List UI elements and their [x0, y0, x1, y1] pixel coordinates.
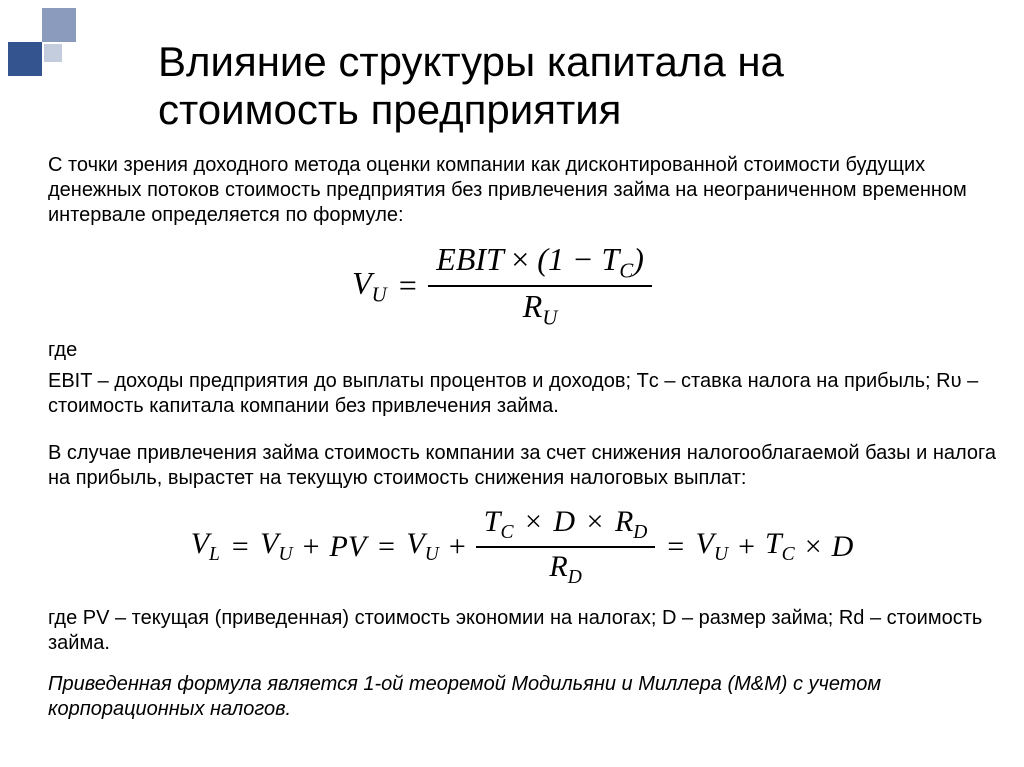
tc-term: TC	[765, 527, 795, 566]
vu-term-2: VU	[406, 527, 438, 566]
definitions-2: где PV – текущая (приведенная) стоимость…	[48, 606, 996, 656]
intro-paragraph: С точки зрения доходного метода оценки к…	[48, 153, 996, 228]
equals-sign: =	[665, 530, 685, 564]
vl-term: VL	[191, 527, 220, 566]
formula-vl-denominator: RD	[541, 548, 589, 588]
decoration-square-small	[44, 44, 62, 62]
equals-sign: =	[230, 530, 250, 564]
vu-term-3: VU	[696, 527, 728, 566]
formula-vu-fraction: EBIT × (1 − TC) RU	[428, 242, 652, 331]
equals-sign: =	[376, 530, 396, 564]
decoration-square-light	[42, 8, 76, 42]
slide-title: Влияние структуры капитала на стоимость …	[158, 38, 996, 135]
formula-vl-numerator: TC × D × RD	[476, 505, 656, 547]
formula-vu-denominator: RU	[515, 287, 566, 330]
pv-term: PV	[330, 530, 367, 564]
plus-sign: +	[738, 530, 755, 564]
slide-content: Влияние структуры капитала на стоимость …	[0, 0, 1024, 748]
plus-sign: +	[449, 530, 466, 564]
formula-vl-fraction: TC × D × RD RD	[476, 505, 656, 588]
formula-vu-left: VU	[352, 265, 387, 307]
decoration-square-dark	[8, 42, 42, 76]
formula-vu: VU = EBIT × (1 − TC) RU	[8, 242, 996, 331]
times-sign: ×	[805, 530, 822, 564]
paragraph-2: В случае привлечения займа стоимость ком…	[48, 441, 996, 491]
formula-vu-numerator: EBIT × (1 − TC)	[428, 242, 652, 287]
theorem-note: Приведенная формула является 1-ой теорем…	[48, 672, 996, 722]
d-term: D	[832, 530, 854, 564]
where-label-1: где	[48, 338, 996, 363]
definitions-1: EBIT – доходы предприятия до выплаты про…	[48, 369, 996, 419]
plus-sign: +	[303, 530, 320, 564]
formula-vl: VL = VU + PV = VU + TC × D × RD RD =	[48, 505, 996, 588]
equals-sign: =	[397, 267, 419, 304]
vu-term-1: VU	[260, 527, 292, 566]
